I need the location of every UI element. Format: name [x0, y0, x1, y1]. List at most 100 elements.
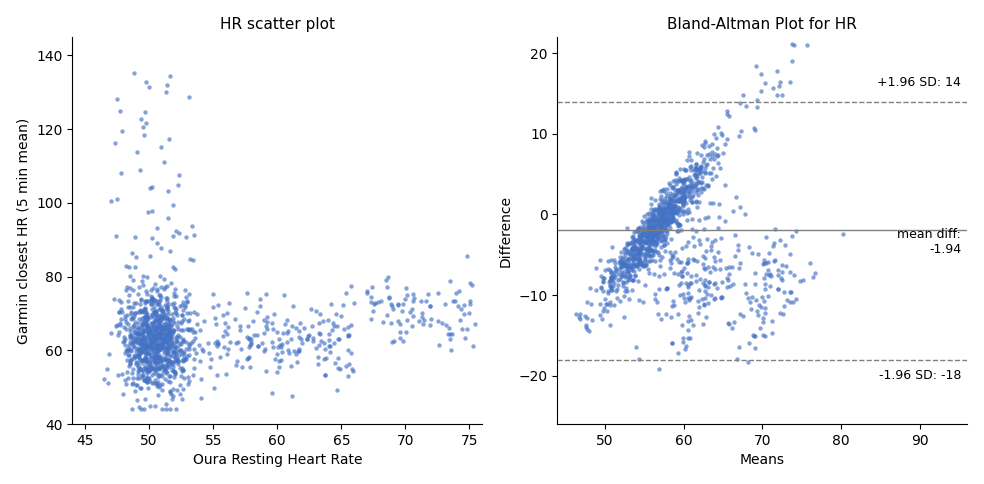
Point	[765, 317, 780, 325]
Point	[383, 300, 399, 307]
Point	[130, 359, 146, 366]
Point	[145, 294, 160, 302]
Point	[646, 223, 662, 231]
Point	[192, 341, 208, 349]
Point	[154, 335, 170, 343]
Point	[658, 211, 674, 218]
Point	[129, 345, 145, 353]
Point	[792, 277, 808, 285]
Point	[761, 272, 776, 279]
Point	[596, 304, 612, 312]
Point	[278, 317, 294, 324]
Point	[125, 286, 141, 294]
Point	[750, 312, 766, 319]
Point	[786, 41, 802, 49]
Point	[420, 290, 436, 298]
Point	[142, 332, 157, 339]
Point	[259, 325, 275, 333]
Point	[646, 237, 661, 244]
Point	[294, 340, 310, 348]
Point	[153, 317, 168, 324]
Point	[770, 285, 786, 293]
Point	[834, 230, 850, 238]
Point	[623, 250, 639, 258]
Point	[659, 229, 675, 237]
Point	[170, 343, 186, 350]
Point	[738, 289, 754, 297]
Point	[153, 358, 168, 365]
Point	[642, 234, 657, 242]
Point	[667, 186, 683, 194]
Point	[674, 272, 690, 280]
Point	[691, 169, 707, 177]
Point	[139, 319, 154, 327]
Point	[692, 164, 707, 171]
Point	[161, 348, 177, 355]
Point	[625, 257, 641, 264]
Point	[626, 253, 642, 261]
Point	[175, 337, 191, 345]
Point	[134, 366, 150, 374]
Point	[670, 197, 686, 205]
Point	[175, 366, 191, 374]
Point	[156, 366, 172, 374]
Point	[131, 352, 147, 360]
Point	[647, 295, 663, 302]
Point	[422, 302, 438, 310]
Point	[713, 235, 729, 242]
Point	[132, 350, 148, 358]
Point	[139, 344, 154, 351]
Point	[655, 200, 671, 208]
Point	[140, 342, 155, 350]
Point	[165, 360, 181, 367]
Point	[775, 310, 791, 318]
Point	[689, 160, 705, 167]
Point	[666, 269, 682, 277]
Point	[118, 318, 134, 326]
Point	[643, 227, 658, 235]
Point	[367, 301, 383, 308]
Point	[611, 258, 627, 266]
Point	[648, 219, 664, 227]
Point	[678, 242, 694, 250]
Point	[164, 338, 180, 346]
Point	[654, 224, 670, 231]
Point	[156, 319, 172, 327]
Point	[152, 342, 167, 350]
Point	[140, 325, 155, 333]
Point	[620, 240, 636, 248]
Point	[313, 337, 329, 345]
Point	[184, 325, 200, 333]
Point	[683, 279, 699, 287]
Point	[168, 227, 184, 235]
Point	[146, 308, 161, 316]
Point	[187, 334, 203, 342]
Point	[148, 307, 163, 315]
Point	[332, 335, 347, 343]
Point	[654, 214, 670, 222]
Point	[143, 362, 158, 369]
Point	[330, 355, 345, 363]
Point	[392, 320, 407, 328]
Point	[135, 328, 151, 336]
Point	[172, 364, 188, 372]
Point	[125, 338, 141, 346]
Point	[686, 256, 702, 264]
Point	[210, 371, 225, 378]
Point	[156, 309, 172, 317]
Point	[647, 221, 663, 229]
Point	[215, 311, 231, 318]
Point	[677, 188, 693, 196]
Point	[672, 197, 688, 205]
Point	[124, 316, 140, 323]
Point	[603, 274, 619, 282]
Point	[144, 324, 159, 332]
Point	[662, 181, 678, 189]
Point	[172, 339, 188, 347]
Point	[382, 294, 398, 302]
Point	[147, 365, 162, 373]
Point	[113, 315, 129, 322]
Point	[650, 230, 666, 238]
Point	[632, 256, 647, 263]
Point	[163, 336, 179, 344]
